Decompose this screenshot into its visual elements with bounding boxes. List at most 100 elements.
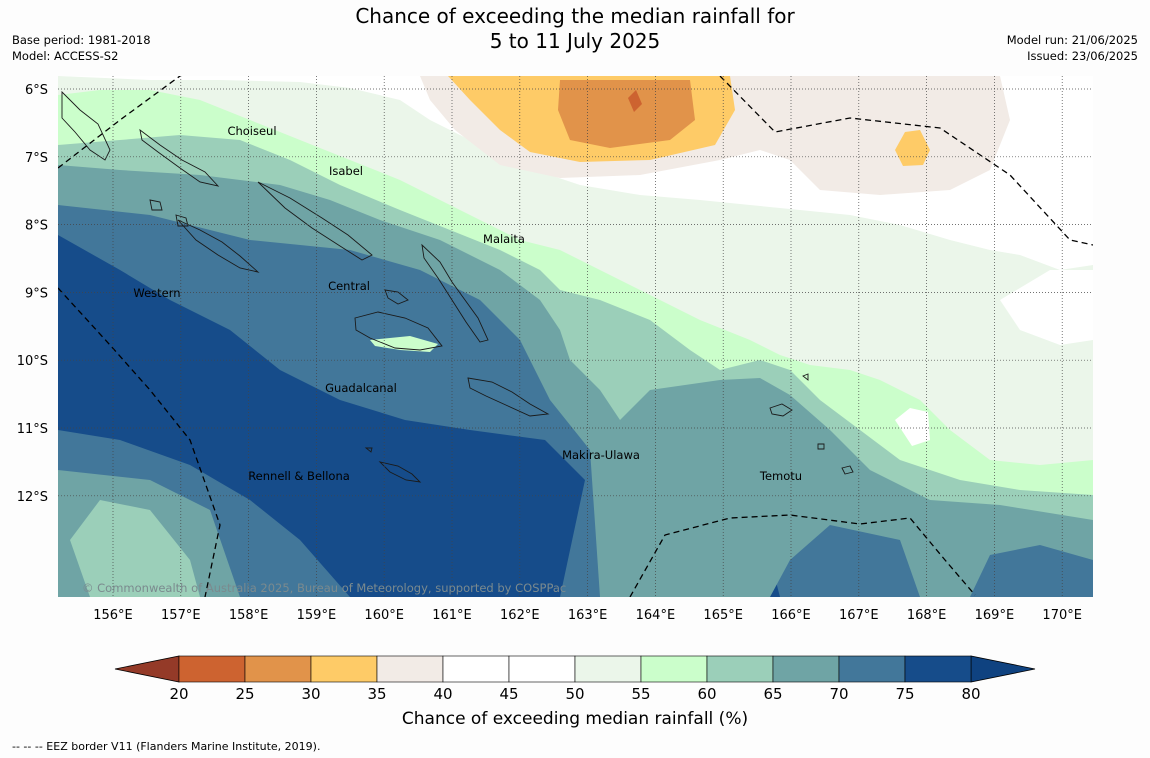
- eez-border-layer: [58, 76, 1093, 597]
- province-label: Guadalcanal: [325, 381, 397, 395]
- map-fill-layer: [58, 76, 1093, 597]
- colorbar-swatch: [772, 655, 840, 683]
- colorbar-swatch: [376, 655, 444, 683]
- copyright-text: © Commonwealth of Australia 2025, Bureau…: [82, 581, 566, 595]
- colorbar-tick-label: 40: [433, 685, 452, 703]
- issued-text: Issued: 23/06/2025: [1027, 49, 1138, 63]
- province-labels: Choiseul Isabel Malaita Central Western Guada…: [133, 124, 802, 483]
- lon-label: 167°E: [839, 608, 879, 623]
- eez-border-south-east: [629, 514, 976, 597]
- bellona-coast: [364, 447, 373, 453]
- lon-label: 160°E: [364, 608, 404, 623]
- colorbar-swatch: [640, 655, 708, 683]
- band-35-40-small: [895, 130, 930, 166]
- colorbar-tick-label: 30: [301, 685, 320, 703]
- vella-lavella-coast: [175, 214, 189, 227]
- province-label: Makira-Ulawa: [562, 448, 640, 462]
- eez-legend-text: -- -- -- EEZ border V11 (Flanders Marine…: [12, 740, 321, 753]
- vanikoro-coast: [841, 465, 854, 475]
- title-line-2: 5 to 11 July 2025: [489, 29, 661, 53]
- colorbar-tick-label: 60: [697, 685, 716, 703]
- nggela-coast: [384, 289, 409, 305]
- colorbar-swatch: [574, 655, 642, 683]
- colorbar-label: Chance of exceeding median rainfall (%): [401, 709, 749, 729]
- province-label: Isabel: [329, 164, 363, 178]
- colorbar-tick-label: 20: [169, 685, 188, 703]
- lat-label: 8°S: [25, 219, 48, 234]
- new-georgia-coast: [177, 219, 260, 273]
- colorbar-swatch: [442, 655, 510, 683]
- colorbar-tick-label: 25: [235, 685, 254, 703]
- treasury-coast: [149, 199, 163, 211]
- province-label: Western: [133, 286, 180, 300]
- santa-cruz-coast: [769, 403, 793, 417]
- colorbar-swatch: [244, 655, 312, 683]
- reef-islands-coast: [802, 373, 809, 381]
- colorbar-swatch: [310, 655, 378, 683]
- colorbar-over-arrow: [970, 655, 1036, 683]
- map-title: Chance of exceeding the median rainfall …: [0, 4, 1150, 54]
- lon-label: 157°E: [161, 608, 201, 623]
- lon-label: 163°E: [568, 608, 608, 623]
- longitude-labels: 156°E 157°E 158°E 159°E 160°E 161°E 162°E 163°E…: [93, 608, 1082, 623]
- model-info: Base period: 1981-2018 Model: ACCESS-S2: [12, 32, 151, 64]
- province-label: Temotu: [759, 469, 802, 483]
- model-text: Model: ACCESS-S2: [12, 49, 119, 63]
- malaita-coast: [421, 243, 489, 343]
- colorbar-tick-label: 80: [961, 685, 980, 703]
- base-period-text: Base period: 1981-2018: [12, 33, 151, 47]
- colorbar-tick-label: 50: [565, 685, 584, 703]
- lon-label: 156°E: [93, 608, 133, 623]
- rennell-coast: [378, 461, 422, 483]
- lat-label: 11°S: [17, 422, 48, 437]
- colorbar-under-arrow: [114, 655, 180, 683]
- lat-label: 9°S: [25, 286, 48, 301]
- province-label: Choiseul: [227, 124, 276, 138]
- province-label: Rennell & Bellona: [248, 469, 350, 483]
- tikopia-coast: [817, 443, 825, 450]
- lon-label: 168°E: [907, 608, 947, 623]
- colorbar-tick-label: 75: [895, 685, 914, 703]
- model-run-text: Model run: 21/06/2025: [1006, 33, 1138, 47]
- lon-label: 169°E: [975, 608, 1015, 623]
- band-45-55-right: [1000, 270, 1093, 345]
- colorbar-swatch: [904, 655, 972, 683]
- makira-coast: [467, 377, 550, 417]
- lon-label: 162°E: [500, 608, 540, 623]
- colorbar-tick-label: 55: [631, 685, 650, 703]
- lat-label: 7°S: [25, 151, 48, 166]
- choiseul-coast: [139, 128, 220, 187]
- band-30-35: [558, 80, 695, 148]
- lon-label: 158°E: [229, 608, 269, 623]
- colorbar-tick-label: 65: [763, 685, 782, 703]
- colorbar-swatch: [508, 655, 576, 683]
- lat-label: 6°S: [25, 83, 48, 98]
- title-line-1: Chance of exceeding the median rainfall …: [355, 4, 795, 28]
- lat-label: 12°S: [17, 490, 48, 505]
- colorbar-swatch: [706, 655, 774, 683]
- lon-label: 159°E: [297, 608, 337, 623]
- latitude-labels: 6°S 7°S 8°S 9°S 10°S 11°S 12°S: [17, 83, 48, 505]
- eez-border-south-west: [58, 287, 221, 597]
- colorbar: 20 25 30 35 40 45 50 55 60 65 70 75 80: [114, 655, 1036, 703]
- isabel-coast: [257, 181, 373, 261]
- colorbar-tick-label: 45: [499, 685, 518, 703]
- province-label: Central: [328, 279, 370, 293]
- lon-label: 161°E: [432, 608, 472, 623]
- band-65-70-island: [370, 336, 438, 352]
- eez-border-north-east: [719, 76, 1093, 246]
- colorbar-swatch: [178, 655, 246, 683]
- guadalcanal-coast: [354, 311, 443, 351]
- colorbar-swatch: [838, 655, 906, 683]
- lat-label: 10°S: [17, 354, 48, 369]
- colorbar-tick-label: 35: [367, 685, 386, 703]
- lon-label: 166°E: [771, 608, 811, 623]
- colorbar-tick-label: 70: [829, 685, 848, 703]
- province-label: Malaita: [483, 232, 525, 246]
- band-25-30: [628, 90, 642, 112]
- lon-label: 170°E: [1042, 608, 1082, 623]
- band-45-55-small: [895, 408, 930, 446]
- lon-label: 165°E: [703, 608, 743, 623]
- bougainville-coast: [61, 90, 111, 161]
